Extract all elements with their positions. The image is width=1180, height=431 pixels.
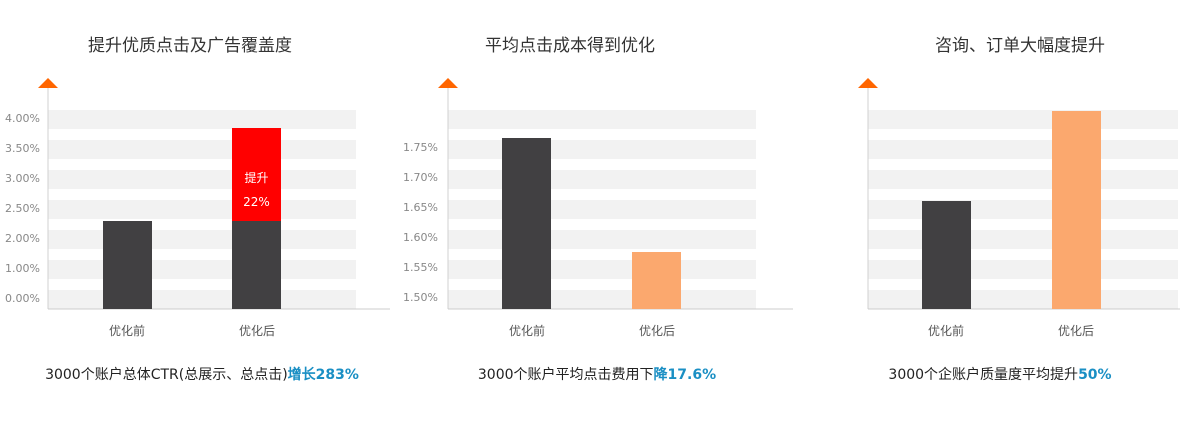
- caption-text: 3000个账户总体CTR(总展示、总点击): [45, 367, 288, 383]
- y-tick-label: 1.70%: [403, 171, 438, 184]
- y-axis-arrow-icon: [38, 78, 58, 88]
- chart-panel-orders: 咨询、订单大幅度提升 优化前 优化后 3000个企账户质量度平均提升50%: [800, 0, 1180, 431]
- x-category-label: 优化后: [1058, 324, 1094, 338]
- chart-caption: 3000个企账户质量度平均提升50%: [810, 364, 1180, 384]
- grid-band: [448, 170, 756, 189]
- caption-highlight: 降17.6%: [653, 367, 717, 383]
- chart-panel-ctr: 提升优质点击及广告覆盖度 0.00% 1.00% 2.00% 2.50% 3.00% 3.…: [0, 0, 400, 431]
- x-category-label: 优化前: [928, 323, 964, 338]
- y-tick-label: 1.00%: [5, 262, 40, 275]
- x-category-label: 优化后: [239, 324, 275, 338]
- bar-increase-segment: [232, 128, 281, 221]
- y-tick-label: 1.75%: [403, 141, 438, 154]
- y-tick-label: 3.50%: [5, 142, 40, 155]
- chart-title: 咨询、订单大幅度提升: [935, 36, 1105, 56]
- bar-优化后: [232, 221, 281, 309]
- bar-increase-value: 22%: [243, 195, 270, 209]
- grid-band: [868, 110, 1178, 129]
- y-tick-label: 2.00%: [5, 232, 40, 245]
- chart-title: 平均点击成本得到优化: [485, 36, 655, 56]
- grid-band: [448, 230, 756, 249]
- cpc-chart-svg: 1.50% 1.55% 1.60% 1.65% 1.70% 1.75% 优化前 优化后: [403, 78, 793, 338]
- grid-band: [48, 230, 356, 249]
- chart-title: 提升优质点击及广告覆盖度: [88, 36, 292, 56]
- y-tick-label: 1.55%: [403, 261, 438, 274]
- grid-band: [448, 260, 756, 279]
- caption-highlight: 增长283%: [287, 367, 359, 383]
- y-tick-label: 0.00%: [5, 292, 40, 305]
- caption-text: 3000个账户平均点击费用下: [477, 367, 654, 383]
- bar-优化后: [632, 252, 681, 309]
- bar-优化后: [1052, 111, 1101, 309]
- grid-band: [448, 110, 756, 129]
- grid-band: [448, 290, 756, 309]
- bar-优化前: [922, 201, 971, 309]
- bar-优化前: [502, 138, 551, 309]
- y-tick-label: 3.00%: [5, 172, 40, 185]
- caption-highlight: 50%: [1078, 367, 1112, 383]
- grid-band: [48, 290, 356, 309]
- grid-band: [868, 230, 1178, 249]
- grid-band: [48, 200, 356, 219]
- y-axis-arrow-icon: [858, 78, 878, 88]
- grid-band: [868, 290, 1178, 309]
- y-tick-label: 1.50%: [403, 291, 438, 304]
- grid-band: [868, 170, 1178, 189]
- grid-band: [448, 140, 756, 159]
- x-category-label: 优化后: [639, 324, 675, 338]
- bar-优化前: [103, 221, 152, 309]
- grid-band: [868, 140, 1178, 159]
- chart-caption: 3000个账户总体CTR(总展示、总点击)增长283%: [2, 364, 402, 384]
- x-category-label: 优化前: [109, 323, 145, 338]
- grid-band: [48, 260, 356, 279]
- orders-chart-svg: 优化前 优化后: [858, 78, 1180, 338]
- grid-band: [868, 260, 1178, 279]
- y-tick-label: 4.00%: [5, 112, 40, 125]
- grid-band: [448, 200, 756, 219]
- chart-panel-cpc: 平均点击成本得到优化 1.50% 1.55% 1.60% 1.65% 1.70% 1.75…: [400, 0, 800, 431]
- y-tick-label: 1.60%: [403, 231, 438, 244]
- caption-text: 3000个企账户质量度平均提升: [888, 367, 1079, 383]
- y-tick-label: 1.65%: [403, 201, 438, 214]
- grid-band: [48, 140, 356, 159]
- grid-band: [48, 110, 356, 129]
- bar-increase-label: 提升: [244, 170, 268, 185]
- y-tick-label: 2.50%: [5, 202, 40, 215]
- grid-band: [48, 170, 356, 189]
- ctr-chart-svg: 0.00% 1.00% 2.00% 2.50% 3.00% 3.50% 4.00% 提升 22%…: [5, 78, 390, 338]
- y-axis-arrow-icon: [438, 78, 458, 88]
- grid-band: [868, 200, 1178, 219]
- chart-caption: 3000个账户平均点击费用下降17.6%: [397, 364, 797, 384]
- x-category-label: 优化前: [509, 323, 545, 338]
